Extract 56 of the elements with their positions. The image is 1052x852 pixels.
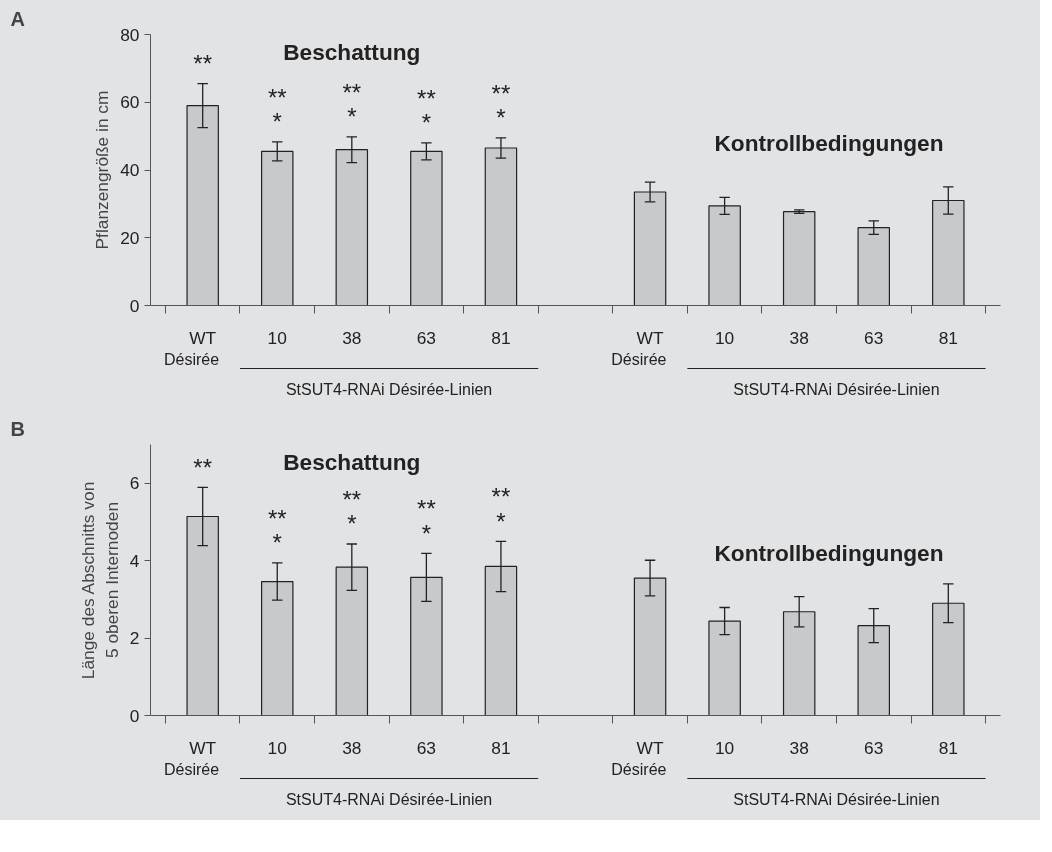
- y-tick-label: 80: [120, 24, 140, 45]
- y-tick-label: 60: [120, 92, 140, 113]
- y-tick-label: 0: [129, 705, 140, 726]
- chart-title: B: [10, 417, 25, 440]
- annotation: Kontrollbedingungen: [714, 539, 944, 566]
- annotation: ** *: [267, 504, 287, 557]
- x-tick-label: 63: [864, 737, 884, 758]
- text: Désirée: [611, 351, 667, 368]
- x-tick-label: 10: [267, 737, 287, 758]
- x-tick-label: 81: [938, 737, 958, 758]
- annotation: **: [193, 49, 213, 77]
- y-axis-title: Pflanzengröße in cm: [92, 90, 113, 250]
- text: StSUT4-RNAi Désirée-Linien: [285, 381, 493, 398]
- text: Désirée: [611, 761, 667, 778]
- annotation: ** *: [491, 483, 511, 535]
- x-tick-label: 38: [789, 327, 809, 348]
- x-tick-label: 38: [342, 327, 362, 348]
- annotation: ** *: [417, 495, 436, 547]
- x-tick-label: WT: [636, 737, 664, 758]
- x-tick-label: WT: [189, 737, 217, 758]
- x-tick-label: 10: [267, 327, 287, 348]
- x-tick-label: 38: [789, 737, 809, 758]
- text: StSUT4-RNAi Désirée-Linien: [733, 791, 940, 808]
- text: StSUT4-RNAi Désirée-Linien: [285, 791, 493, 808]
- y-tick-label: 4: [129, 550, 140, 571]
- annotation: Beschattung: [283, 39, 421, 66]
- annotation: Kontrollbedingungen: [714, 129, 944, 156]
- text: Désirée: [163, 761, 220, 778]
- x-tick-label: 81: [491, 737, 511, 758]
- annotation: Beschattung: [283, 449, 421, 476]
- annotation: ** *: [342, 485, 362, 538]
- annotation: ** *: [267, 83, 287, 136]
- x-tick-label: WT: [189, 327, 217, 348]
- y-axis-title: Länge des Abschnitts von 5 oberen Internoden: [77, 481, 122, 680]
- x-tick-label: 63: [416, 327, 437, 348]
- x-tick-label: 81: [938, 327, 958, 348]
- y-tick-label: 6: [129, 473, 140, 494]
- x-tick-label: 10: [714, 327, 735, 348]
- annotation: ** *: [342, 78, 362, 131]
- x-tick-label: 81: [491, 327, 511, 348]
- y-tick-label: 2: [129, 628, 140, 649]
- annotation: **: [193, 453, 213, 481]
- x-tick-label: 38: [342, 737, 362, 758]
- y-tick-label: 20: [120, 227, 140, 248]
- x-tick-label: 10: [714, 737, 735, 758]
- chart-title: A: [10, 7, 25, 30]
- y-tick-label: 0: [129, 295, 140, 316]
- annotation: ** *: [417, 84, 436, 137]
- x-tick-label: 63: [416, 737, 437, 758]
- y-tick-label: 40: [120, 160, 140, 180]
- text: StSUT4-RNAi Désirée-Linien: [733, 381, 940, 398]
- annotation: ** *: [491, 79, 511, 132]
- bar: [782, 211, 816, 306]
- text: Désirée: [163, 351, 220, 368]
- x-tick-label: WT: [636, 327, 664, 348]
- x-tick-label: 63: [864, 327, 884, 348]
